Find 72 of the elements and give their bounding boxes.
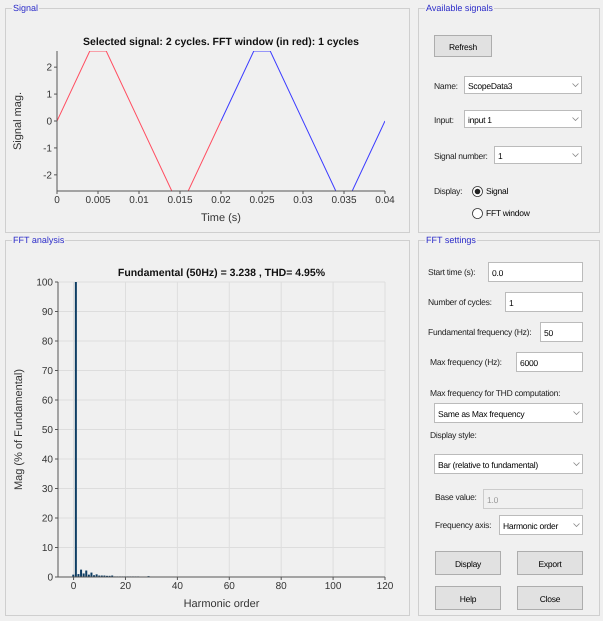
text: Refresh — [434, 35, 492, 57]
text: Close — [517, 586, 583, 610]
text: 50 — [540, 322, 583, 342]
x-tick-label: 0.025 — [249, 195, 275, 206]
y-tick-label: 20 — [42, 514, 54, 525]
y-tick-label: 70 — [42, 366, 54, 378]
y-tick-label: 40 — [42, 454, 54, 466]
x-tick-label: 120 — [376, 581, 394, 592]
y-axis-title: Mag (% of Fundamental) — [12, 368, 25, 490]
text: Export — [517, 551, 583, 575]
text: Fundamental frequency (Hz): — [428, 326, 532, 339]
text: Display style: — [430, 429, 477, 442]
x-axis-title: Time (s) — [201, 212, 241, 224]
x-tick-label: 0.02 — [211, 195, 232, 206]
text: Signal — [12, 2, 40, 14]
text: Base value: — [435, 491, 477, 504]
x-tick-label: 0.015 — [167, 195, 193, 206]
y-tick-label: 2 — [46, 62, 52, 74]
text: Frequency axis: — [435, 519, 492, 532]
text: Max frequency for THD computation: — [430, 387, 560, 400]
x-tick-label: 80 — [276, 581, 288, 592]
x-tick-label: 0.005 — [85, 195, 111, 206]
text: Number of cycles: — [428, 296, 492, 309]
x-tick-label: 0.035 — [331, 195, 357, 206]
y-tick-label: 80 — [42, 336, 54, 348]
y-tick-label: -2 — [43, 170, 52, 182]
text: ScopeData3 — [464, 76, 582, 94]
text: Max frequency (Hz): — [430, 356, 502, 369]
text: 1.0 — [483, 489, 583, 509]
text: Input: — [434, 114, 454, 127]
y-axis-title: Signal mag. — [12, 92, 24, 150]
text: Harmonic order — [499, 515, 583, 535]
text: 6000 — [516, 352, 583, 372]
y-tick-label: -1 — [43, 143, 52, 154]
text: 0.0 — [488, 262, 583, 282]
text: Signal — [486, 185, 508, 198]
text: 1 — [505, 292, 583, 312]
text: Bar (relative to fundamental) — [434, 454, 583, 474]
text: Signal number: — [434, 150, 488, 163]
y-tick-label: 0 — [46, 116, 52, 128]
x-tick-label: 0.03 — [293, 195, 314, 206]
y-tick-label: 0 — [47, 572, 54, 584]
text: FFT window — [486, 207, 530, 220]
text: Available signals — [425, 2, 494, 14]
x-tick-label: 20 — [120, 581, 132, 592]
x-tick-label: 100 — [324, 581, 342, 592]
text: FFT analysis — [12, 234, 66, 246]
x-tick-label: 60 — [224, 581, 236, 592]
y-tick-label: 10 — [42, 543, 54, 554]
y-tick-label: 90 — [42, 307, 54, 318]
text: input 1 — [464, 110, 582, 128]
text: Start time (s): — [428, 266, 476, 279]
chart-title: Selected signal: 2 cycles. FFT window (in red): 1 cycles — [82, 36, 360, 48]
text: Display — [435, 551, 501, 575]
x-tick-label: 0.04 — [375, 195, 396, 206]
text: Same as Max frequency — [434, 403, 583, 423]
x-tick-label: 0 — [54, 195, 60, 206]
x-tick-label: 0.01 — [129, 195, 150, 206]
text: FFT settings — [425, 234, 477, 246]
x-tick-label: 0 — [70, 581, 77, 592]
y-tick-label: 30 — [42, 484, 54, 496]
y-tick-label: 60 — [42, 396, 54, 407]
text: Help — [435, 586, 501, 610]
y-tick-label: 1 — [46, 90, 52, 101]
text: Name: — [434, 80, 458, 93]
x-axis-title: Harmonic order — [184, 598, 260, 610]
chart-title: Fundamental (50Hz) = 3.238 , THD= 4.95% — [116, 267, 326, 279]
text: Display: — [434, 185, 462, 198]
y-tick-label: 100 — [36, 278, 54, 289]
y-tick-label: 50 — [42, 425, 54, 436]
text: 1 — [494, 146, 582, 164]
x-tick-label: 40 — [172, 581, 184, 592]
